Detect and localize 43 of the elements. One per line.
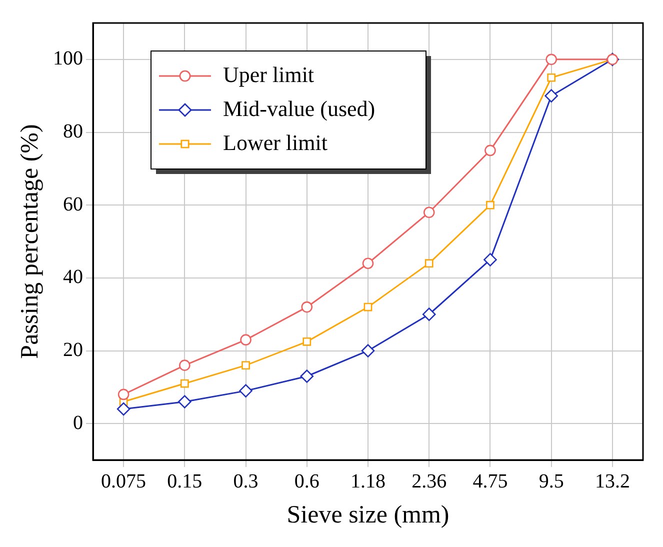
point [178,395,192,408]
point [116,402,130,416]
point [364,302,372,312]
x-tick-label: 4.75 [472,470,508,492]
x-tick-label: 13.2 [594,470,630,492]
point [118,388,130,400]
point [242,361,250,370]
point [180,379,189,388]
point [361,344,375,358]
point [484,253,497,266]
legend-label: Mid-value (used) [223,96,376,121]
point [362,258,374,269]
x-tick-label: 9.5 [538,470,564,492]
point [240,334,252,346]
y-tick-label: 40 [63,266,83,288]
point [486,200,494,210]
point [422,308,436,321]
point [423,206,435,218]
x-tick-label: 2.36 [412,470,447,492]
y-tick-label: 20 [63,339,83,361]
legend-label: Uper limit [223,62,314,87]
point [239,384,252,398]
x-tick-label: 0.075 [101,470,146,492]
x-tick-label: 0.6 [294,470,320,492]
y-tick-label: 100 [53,48,83,70]
legend-label: Lower limit [223,130,328,155]
x-axis-title: Sieve size (mm) [286,502,450,529]
y-axis-title: Passing percentage (%) [16,124,44,359]
y-tick-label: 80 [63,120,83,142]
y-tick-label: 60 [63,193,83,216]
point [179,360,190,371]
x-tick-label: 0.3 [233,470,258,492]
point [300,370,314,383]
point [546,54,557,66]
point [544,89,558,102]
point [424,259,434,268]
point [302,337,312,346]
x-tick-label: 0.15 [167,470,202,492]
point [547,73,556,82]
point [484,144,496,156]
y-tick-label: 0 [73,412,83,434]
point [301,301,313,313]
x-tick-label: 1.18 [350,470,386,492]
